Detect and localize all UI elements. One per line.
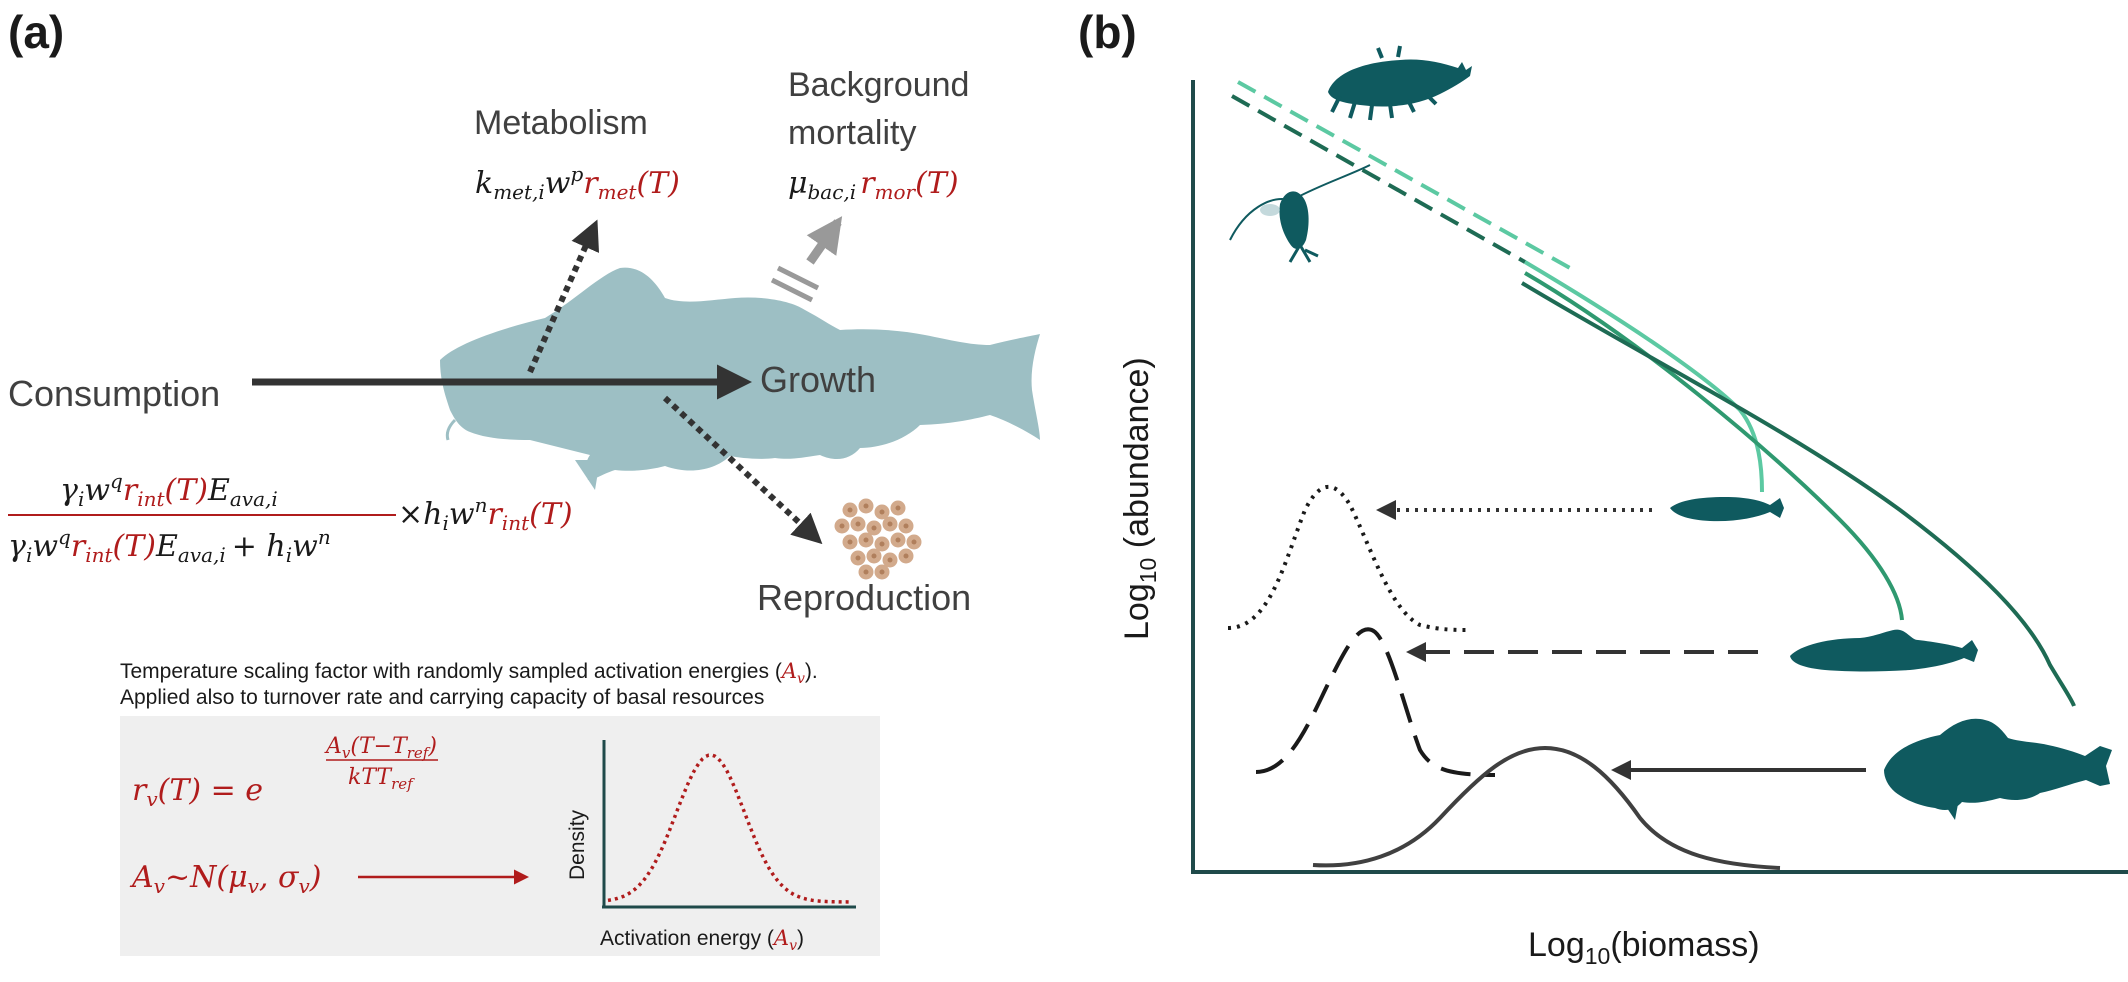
metabolism-label: Metabolism (474, 104, 648, 142)
panel-b-ylabel: Log10 (abundance) (1118, 357, 1161, 640)
egg-core (871, 525, 877, 531)
metabolism-formula: kmet,iwprmet(T) (475, 162, 680, 204)
temperature-note-line1: Temperature scaling factor with randomly… (120, 659, 818, 687)
egg-core (855, 521, 861, 527)
consumption-label: Consumption (8, 373, 220, 414)
scaling-box (120, 716, 880, 956)
consumption-denominator: γiwqrint(T)Eava,i + hiwn (8, 525, 331, 567)
inset-ylabel: Density (566, 809, 589, 880)
egg-core (839, 523, 845, 529)
egg-core (903, 523, 909, 529)
spectrum-small-fish (1523, 260, 1764, 493)
egg-core (911, 539, 917, 545)
panel-a: (a) Consumption Growth Metabolism kmet,i… (8, 6, 1040, 956)
egg-core (863, 503, 869, 509)
temperature-note-line2: Applied also to turnover rate and carryi… (120, 686, 764, 709)
inset-density-curve (607, 753, 852, 904)
egg-core (895, 505, 901, 511)
egg-core (895, 537, 901, 543)
egg-core (847, 507, 853, 513)
consumption-numerator: γiwqrint(T)Eava,i (60, 469, 278, 511)
mortality-block-2 (770, 277, 814, 303)
egg-core (879, 541, 885, 547)
scaling-formula-exp-den: kTTref (348, 765, 415, 793)
egg-core (887, 557, 893, 563)
egg-core (903, 553, 909, 559)
metabolism-arrow (527, 219, 600, 374)
spectrum-light-dashed (1237, 80, 1571, 270)
consumption-multiplier: ×hiwnrint(T) (398, 493, 573, 535)
fish-pelvic-fin (575, 460, 600, 490)
egg-core (871, 553, 877, 559)
egg-core (879, 569, 885, 575)
egg-cluster (834, 498, 922, 580)
panel-b: (b) Log10 (abundance) Log10(biomass) (1078, 6, 2128, 969)
density-solid (1312, 745, 1781, 870)
medium-fish-icon (1790, 629, 1978, 672)
small-fish-icon (1670, 497, 1784, 522)
inset-xlabel: Activation energy (Av) (600, 926, 804, 954)
fish-silhouette (440, 267, 1040, 480)
distribution-formula: Av~N(μv, σv) (129, 860, 321, 898)
egg-core (847, 539, 853, 545)
egg-core (887, 521, 893, 527)
mortality-block-1 (776, 265, 820, 291)
mortality-formula: μbac,i rmor(T) (788, 166, 959, 204)
spectrum-medium-fish (1523, 271, 1904, 621)
panel-b-label: (b) (1078, 6, 1137, 58)
scaling-formula-lhs: rv(T) = e (132, 773, 263, 811)
mortality-arrow (806, 216, 843, 265)
density-dashed (1255, 627, 1496, 777)
fish-barbel (445, 418, 457, 441)
egg-core (879, 509, 885, 515)
scaling-formula-exp-num: Av(T−Tref) (324, 734, 437, 762)
copepod-icon (1229, 164, 1371, 263)
egg-core (863, 569, 869, 575)
reproduction-arrow (662, 395, 823, 545)
density-dotted (1227, 484, 1469, 632)
spectrum-dark-dashed (1231, 94, 1526, 264)
mortality-label-1: Background (788, 66, 969, 104)
large-fish-icon (1884, 718, 2112, 820)
growth-label: Growth (760, 359, 876, 400)
isopod-icon (1328, 45, 1472, 121)
mortality-label-2: mortality (788, 114, 916, 152)
egg-core (863, 537, 869, 543)
panel-a-label: (a) (8, 6, 64, 58)
panel-b-xlabel: Log10(biomass) (1528, 926, 1760, 969)
reproduction-label: Reproduction (757, 577, 971, 618)
egg-core (855, 555, 861, 561)
spectrum-large-fish (1520, 281, 2076, 707)
